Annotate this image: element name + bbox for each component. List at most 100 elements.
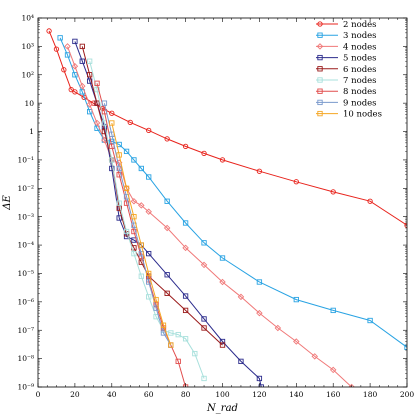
data-point — [182, 244, 189, 252]
data-point — [219, 157, 226, 163]
legend-label: 3 nodes — [343, 31, 377, 41]
data-point — [160, 322, 167, 328]
data-point — [175, 358, 181, 365]
data-point — [93, 119, 101, 127]
series-line — [74, 41, 262, 387]
data-point — [101, 100, 108, 106]
data-point — [164, 136, 170, 142]
y-tick-label: 1 — [29, 127, 34, 136]
data-point — [116, 152, 122, 158]
series-10-nodes — [109, 120, 174, 348]
y-tick-label: 10⁻³ — [17, 212, 34, 221]
legend-marker — [316, 43, 324, 50]
legend-marker — [317, 99, 323, 106]
data-point — [72, 72, 78, 78]
data-point — [146, 294, 152, 300]
data-point — [131, 214, 137, 220]
data-point — [182, 293, 189, 299]
data-point — [79, 58, 85, 64]
x-tick-label: 60 — [144, 390, 154, 399]
x-tick-label: 160 — [326, 390, 341, 399]
legend-entry-3-nodes: 3 nodes — [316, 31, 377, 41]
legend-marker — [317, 54, 323, 61]
y-tick-label: 10³ — [21, 42, 34, 51]
data-point — [116, 205, 122, 211]
data-point — [86, 101, 93, 108]
data-point — [219, 255, 226, 261]
data-point — [87, 72, 93, 78]
data-point — [219, 278, 226, 286]
data-point — [116, 215, 122, 221]
y-tick-label: 10⁻¹ — [17, 156, 34, 165]
legend-entry-9-nodes: 9 nodes — [316, 98, 377, 108]
y-tick-label: 10⁻⁷ — [17, 326, 34, 335]
data-point — [182, 143, 189, 150]
series-6-nodes — [79, 43, 226, 348]
data-point — [130, 198, 138, 205]
data-point — [164, 272, 170, 278]
data-point — [109, 120, 115, 126]
series-9-nodes — [101, 100, 174, 348]
data-point — [256, 279, 263, 285]
series-3-nodes — [57, 35, 407, 350]
data-point — [131, 228, 137, 235]
data-point — [123, 185, 130, 191]
data-point — [293, 179, 299, 185]
y-tick-label: 10² — [21, 70, 34, 79]
x-tick-label: 0 — [36, 390, 41, 399]
legend-label: 5 nodes — [343, 54, 377, 64]
data-point — [145, 208, 152, 215]
legend-entry-2-nodes: 2 nodes — [316, 20, 377, 30]
data-point — [94, 100, 100, 106]
data-point — [293, 296, 299, 303]
x-tick-label: 40 — [107, 390, 117, 399]
data-point — [138, 165, 144, 172]
data-point — [123, 228, 130, 235]
data-point — [329, 366, 337, 374]
series-line — [48, 30, 407, 226]
data-point — [123, 200, 130, 206]
data-point — [192, 350, 198, 357]
data-point — [293, 338, 300, 345]
y-tick-label: 10⁻⁵ — [17, 269, 34, 278]
plot-layer — [46, 28, 407, 387]
legend-label: 10 nodes — [343, 110, 382, 120]
data-point — [201, 316, 207, 322]
data-point — [311, 353, 318, 360]
data-point — [238, 358, 244, 365]
data-point — [109, 157, 115, 163]
data-point — [146, 174, 152, 180]
y-tick-label: 10⁻⁸ — [17, 354, 34, 363]
data-point — [116, 200, 122, 206]
legend-marker — [317, 32, 323, 38]
legend-label: 8 nodes — [343, 87, 377, 97]
data-point — [164, 290, 170, 296]
data-point — [164, 198, 170, 204]
data-point — [71, 62, 79, 70]
data-point — [201, 240, 207, 246]
data-point — [182, 307, 189, 314]
legend-label: 2 nodes — [343, 20, 377, 30]
legend-marker — [317, 66, 323, 72]
data-point — [61, 67, 67, 73]
data-point — [237, 293, 245, 301]
data-point — [182, 220, 189, 226]
legend-entry-8-nodes: 8 nodes — [316, 87, 377, 97]
data-point — [87, 58, 93, 64]
data-point — [367, 317, 373, 324]
data-point — [94, 86, 100, 93]
data-point — [330, 307, 336, 314]
legend-label: 6 nodes — [343, 65, 377, 75]
data-point — [367, 198, 373, 204]
series-line — [111, 122, 172, 346]
legend-marker — [317, 110, 323, 117]
data-point — [330, 189, 336, 195]
data-point — [201, 375, 207, 382]
data-point — [123, 148, 130, 155]
data-point — [94, 80, 100, 86]
data-point — [131, 157, 137, 163]
data-point — [146, 127, 152, 134]
y-tick-label: 10⁻⁹ — [17, 383, 34, 392]
